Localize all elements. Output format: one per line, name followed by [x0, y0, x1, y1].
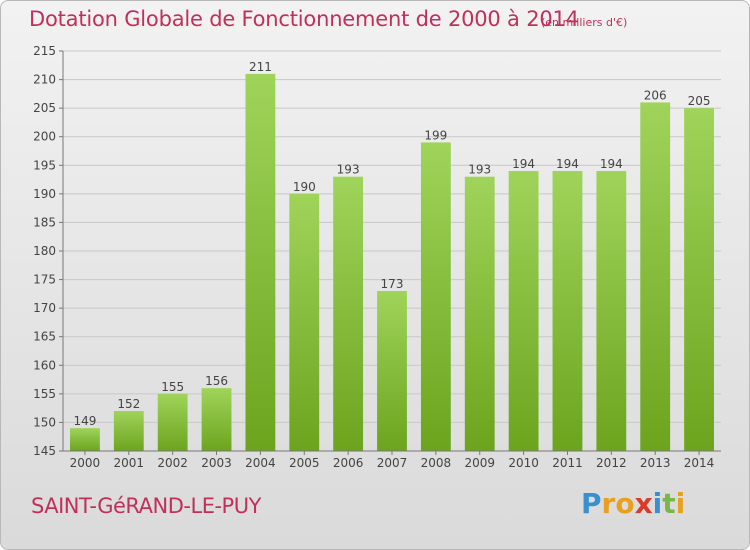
- bar-value-label: 193: [337, 163, 360, 177]
- x-tick-label: 2007: [377, 456, 408, 470]
- x-tick-label: 2011: [552, 456, 583, 470]
- bar-value-label: 156: [205, 374, 228, 388]
- bar: [333, 176, 364, 451]
- logo-letter: i: [675, 487, 686, 520]
- bar-value-label: 155: [161, 380, 184, 394]
- bar: [377, 291, 407, 451]
- y-tick-label: 200: [33, 130, 56, 144]
- bar: [684, 108, 714, 452]
- logo-letter: x: [634, 487, 653, 520]
- y-tick-label: 165: [33, 330, 56, 344]
- bar: [289, 193, 320, 451]
- bar-value-label: 194: [600, 157, 623, 171]
- logo-letter: r: [601, 487, 616, 520]
- bar: [113, 411, 144, 451]
- logo-letter: t: [662, 487, 676, 520]
- chart-subtitle: (en milliers d'€): [541, 16, 628, 29]
- bar-value-label: 199: [424, 128, 447, 142]
- y-tick-label: 195: [33, 158, 56, 172]
- bar-value-label: 194: [556, 157, 579, 171]
- x-tick-label: 2009: [464, 456, 495, 470]
- x-tick-label: 2013: [640, 456, 671, 470]
- logo-letter: i: [652, 487, 663, 520]
- bar: [596, 171, 627, 451]
- bar-value-label: 173: [381, 277, 404, 291]
- proxiti-logo: Proxiti: [581, 487, 685, 520]
- x-tick-label: 2012: [596, 456, 627, 470]
- bar-value-label: 193: [468, 163, 491, 177]
- bar-value-label: 205: [688, 94, 711, 108]
- y-tick-label: 180: [33, 244, 56, 258]
- bar: [508, 171, 539, 451]
- bar-value-label: 194: [512, 157, 535, 171]
- y-tick-label: 170: [33, 301, 56, 315]
- bar: [552, 171, 583, 451]
- bar-value-label: 190: [293, 180, 316, 194]
- bar-value-label: 206: [644, 88, 667, 102]
- x-tick-label: 2004: [245, 456, 276, 470]
- bar: [201, 388, 232, 451]
- municipality-name: SAINT-GéRAND-LE-PUY: [31, 494, 261, 518]
- bar-value-label: 211: [249, 60, 272, 74]
- bar: [464, 176, 495, 451]
- y-tick-label: 145: [33, 444, 56, 458]
- y-tick-label: 185: [33, 215, 56, 229]
- bar-value-label: 149: [73, 414, 96, 428]
- y-tick-label: 210: [33, 73, 56, 87]
- logo-letter: P: [581, 487, 602, 520]
- y-tick-label: 215: [33, 44, 56, 58]
- chart-title: Dotation Globale de Fonctionnement de 20…: [29, 7, 579, 31]
- x-tick-label: 2001: [114, 456, 145, 470]
- y-tick-label: 190: [33, 187, 56, 201]
- bar: [420, 142, 451, 451]
- x-tick-label: 2008: [421, 456, 452, 470]
- x-tick-label: 2010: [508, 456, 539, 470]
- x-tick-label: 2014: [684, 456, 715, 470]
- y-tick-label: 150: [33, 415, 56, 429]
- x-tick-label: 2002: [157, 456, 188, 470]
- bar-value-label: 152: [117, 397, 140, 411]
- bar: [70, 428, 100, 451]
- y-tick-label: 155: [33, 387, 56, 401]
- x-tick-label: 2006: [333, 456, 364, 470]
- bar: [245, 73, 276, 451]
- x-tick-label: 2005: [289, 456, 320, 470]
- logo-letter: o: [615, 487, 635, 520]
- bar: [640, 102, 671, 451]
- x-tick-label: 2003: [201, 456, 232, 470]
- y-tick-label: 205: [33, 101, 56, 115]
- y-tick-label: 175: [33, 273, 56, 287]
- bar: [157, 393, 188, 451]
- y-tick-label: 160: [33, 358, 56, 372]
- x-tick-label: 2000: [70, 456, 101, 470]
